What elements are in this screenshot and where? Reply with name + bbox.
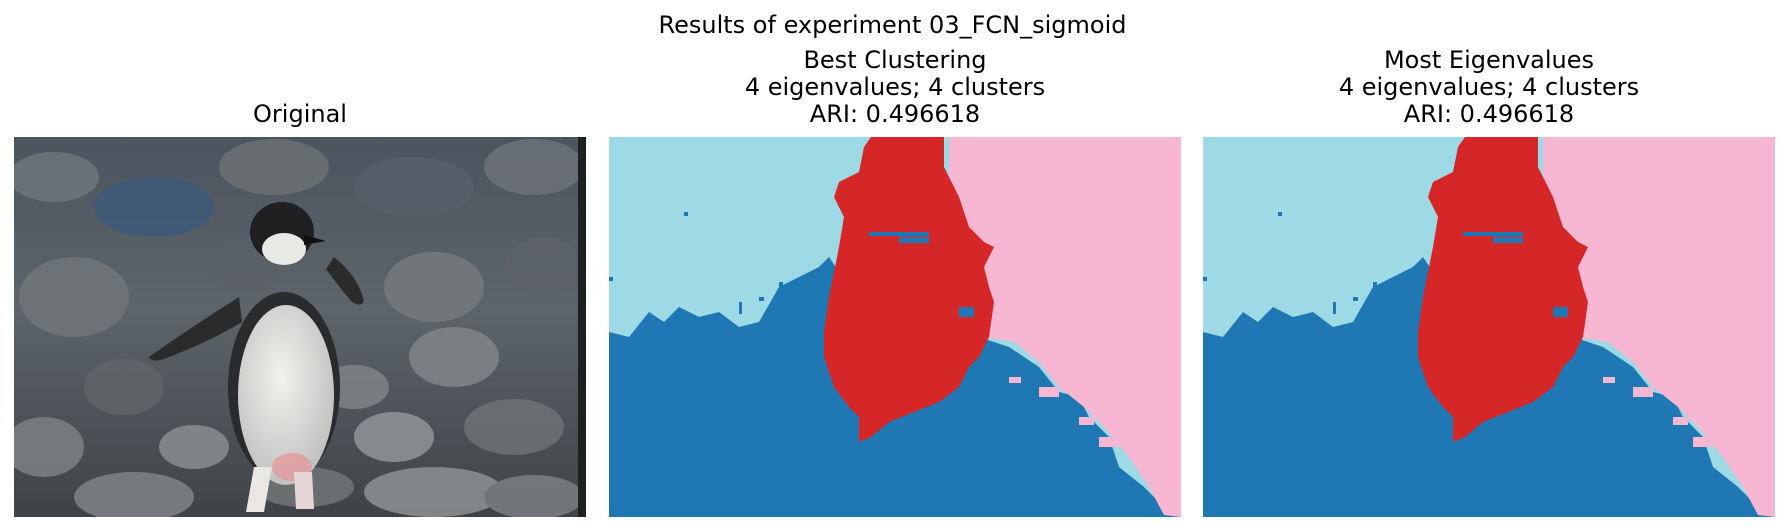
panel-title-best-clustering: Best Clustering 4 eigenvalues; 4 cluster… (744, 46, 1046, 128)
panel-most-eigenvalues: Most Eigenvalues 4 eigenvalues; 4 cluste… (1203, 0, 1775, 532)
panel-title-original: Original (253, 100, 347, 128)
segmentation-map-most (1203, 137, 1775, 517)
figure-title: Results of experiment 03_FCN_sigmoid (658, 11, 1127, 39)
panel-original: Original (14, 0, 586, 532)
segmentation-map-best (609, 137, 1181, 517)
panel-best-clustering: Best Clustering 4 eigenvalues; 4 cluster… (609, 0, 1181, 532)
original-photo (14, 137, 586, 517)
panel-title-most-eigenvalues: Most Eigenvalues 4 eigenvalues; 4 cluste… (1338, 46, 1640, 128)
